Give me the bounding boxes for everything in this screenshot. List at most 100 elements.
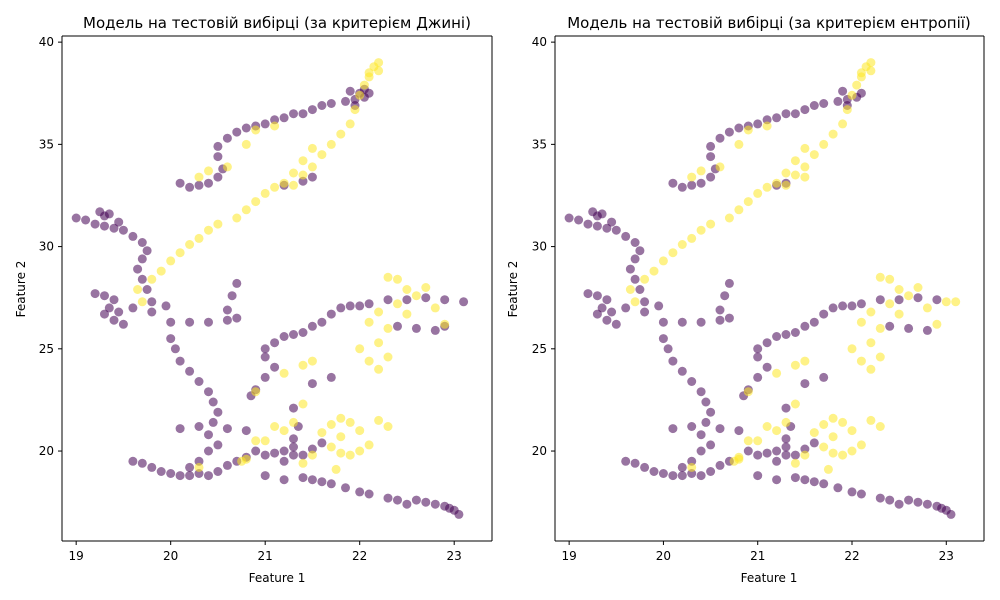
- data-point: [800, 379, 810, 389]
- data-point: [137, 238, 147, 247]
- x-tick-label: 21: [258, 549, 273, 563]
- data-point: [383, 352, 393, 362]
- data-point: [100, 221, 109, 231]
- y-tick-label: 35: [532, 137, 547, 151]
- data-point: [564, 213, 574, 223]
- data-point: [724, 278, 734, 288]
- data-point: [819, 420, 829, 429]
- data-point: [762, 182, 772, 192]
- data-point: [298, 170, 308, 180]
- data-point: [194, 180, 204, 190]
- data-point: [724, 313, 734, 323]
- data-point: [574, 215, 584, 225]
- data-point: [421, 293, 431, 303]
- data-point: [374, 66, 384, 76]
- data-point: [232, 213, 242, 223]
- data-point: [743, 446, 753, 456]
- data-point: [270, 422, 280, 431]
- data-point: [772, 456, 782, 466]
- data-point: [753, 436, 763, 446]
- x-tick-label: 23: [939, 549, 954, 563]
- data-point: [402, 295, 412, 305]
- data-point: [175, 424, 185, 434]
- data-point: [317, 438, 327, 448]
- data-point: [677, 471, 687, 481]
- data-point: [194, 422, 204, 431]
- data-point: [298, 399, 308, 409]
- data-point: [260, 471, 270, 481]
- data-point: [364, 489, 374, 499]
- data-point: [402, 285, 412, 294]
- data-point: [602, 315, 612, 325]
- data-point: [298, 450, 308, 460]
- data-point: [856, 88, 866, 98]
- data-point: [630, 297, 640, 307]
- data-point: [743, 197, 753, 207]
- data-point: [687, 462, 697, 472]
- data-point: [270, 182, 280, 192]
- data-point: [734, 426, 744, 436]
- data-point: [307, 172, 317, 182]
- data-point: [828, 432, 838, 442]
- data-point: [204, 178, 213, 188]
- data-point: [430, 325, 440, 335]
- data-point: [790, 473, 800, 483]
- x-tick-label: 20: [656, 549, 671, 563]
- data-point: [597, 209, 607, 219]
- data-point: [147, 462, 157, 472]
- data-point: [715, 162, 725, 172]
- data-point: [800, 162, 810, 172]
- data-point: [166, 256, 176, 266]
- y-axis-label: Feature 2: [506, 261, 520, 318]
- data-point: [621, 231, 631, 241]
- x-axis-ticks: 19 20 21 22 23: [69, 541, 462, 563]
- data-point: [185, 471, 195, 481]
- data-point: [185, 240, 195, 249]
- data-point: [640, 297, 650, 307]
- data-point: [421, 283, 431, 292]
- data-point: [592, 291, 602, 301]
- data-point: [359, 80, 369, 90]
- data-point: [875, 323, 885, 333]
- data-point: [411, 291, 421, 301]
- data-point: [847, 301, 857, 311]
- data-point: [875, 422, 885, 431]
- data-point: [402, 309, 412, 319]
- data-point: [687, 377, 697, 386]
- data-point: [602, 223, 612, 233]
- data-point: [459, 297, 469, 307]
- data-point: [166, 334, 176, 344]
- data-point: [663, 344, 673, 354]
- data-point: [204, 446, 213, 456]
- data-point: [237, 456, 247, 466]
- data-point: [204, 166, 213, 176]
- data-point: [114, 217, 124, 227]
- data-point: [317, 317, 327, 327]
- data-point: [913, 283, 923, 292]
- data-point: [161, 301, 171, 311]
- data-point: [800, 321, 810, 331]
- data-point: [298, 473, 308, 483]
- data-point: [842, 105, 852, 115]
- data-point: [772, 426, 782, 436]
- data-point: [828, 303, 838, 313]
- data-point: [336, 303, 346, 313]
- data-point: [194, 462, 204, 472]
- data-point: [133, 285, 143, 294]
- data-point: [823, 464, 833, 474]
- data-point: [393, 495, 402, 505]
- data-point: [866, 58, 876, 68]
- data-point: [607, 307, 617, 317]
- data-point: [856, 356, 866, 366]
- data-point: [875, 295, 885, 305]
- data-point: [838, 301, 848, 311]
- data-point: [720, 291, 730, 301]
- data-point: [838, 417, 848, 427]
- data-point: [819, 309, 829, 319]
- data-point: [355, 90, 365, 100]
- data-point: [411, 323, 421, 333]
- data-point: [687, 172, 697, 182]
- data-point: [307, 475, 317, 485]
- data-point: [251, 436, 261, 446]
